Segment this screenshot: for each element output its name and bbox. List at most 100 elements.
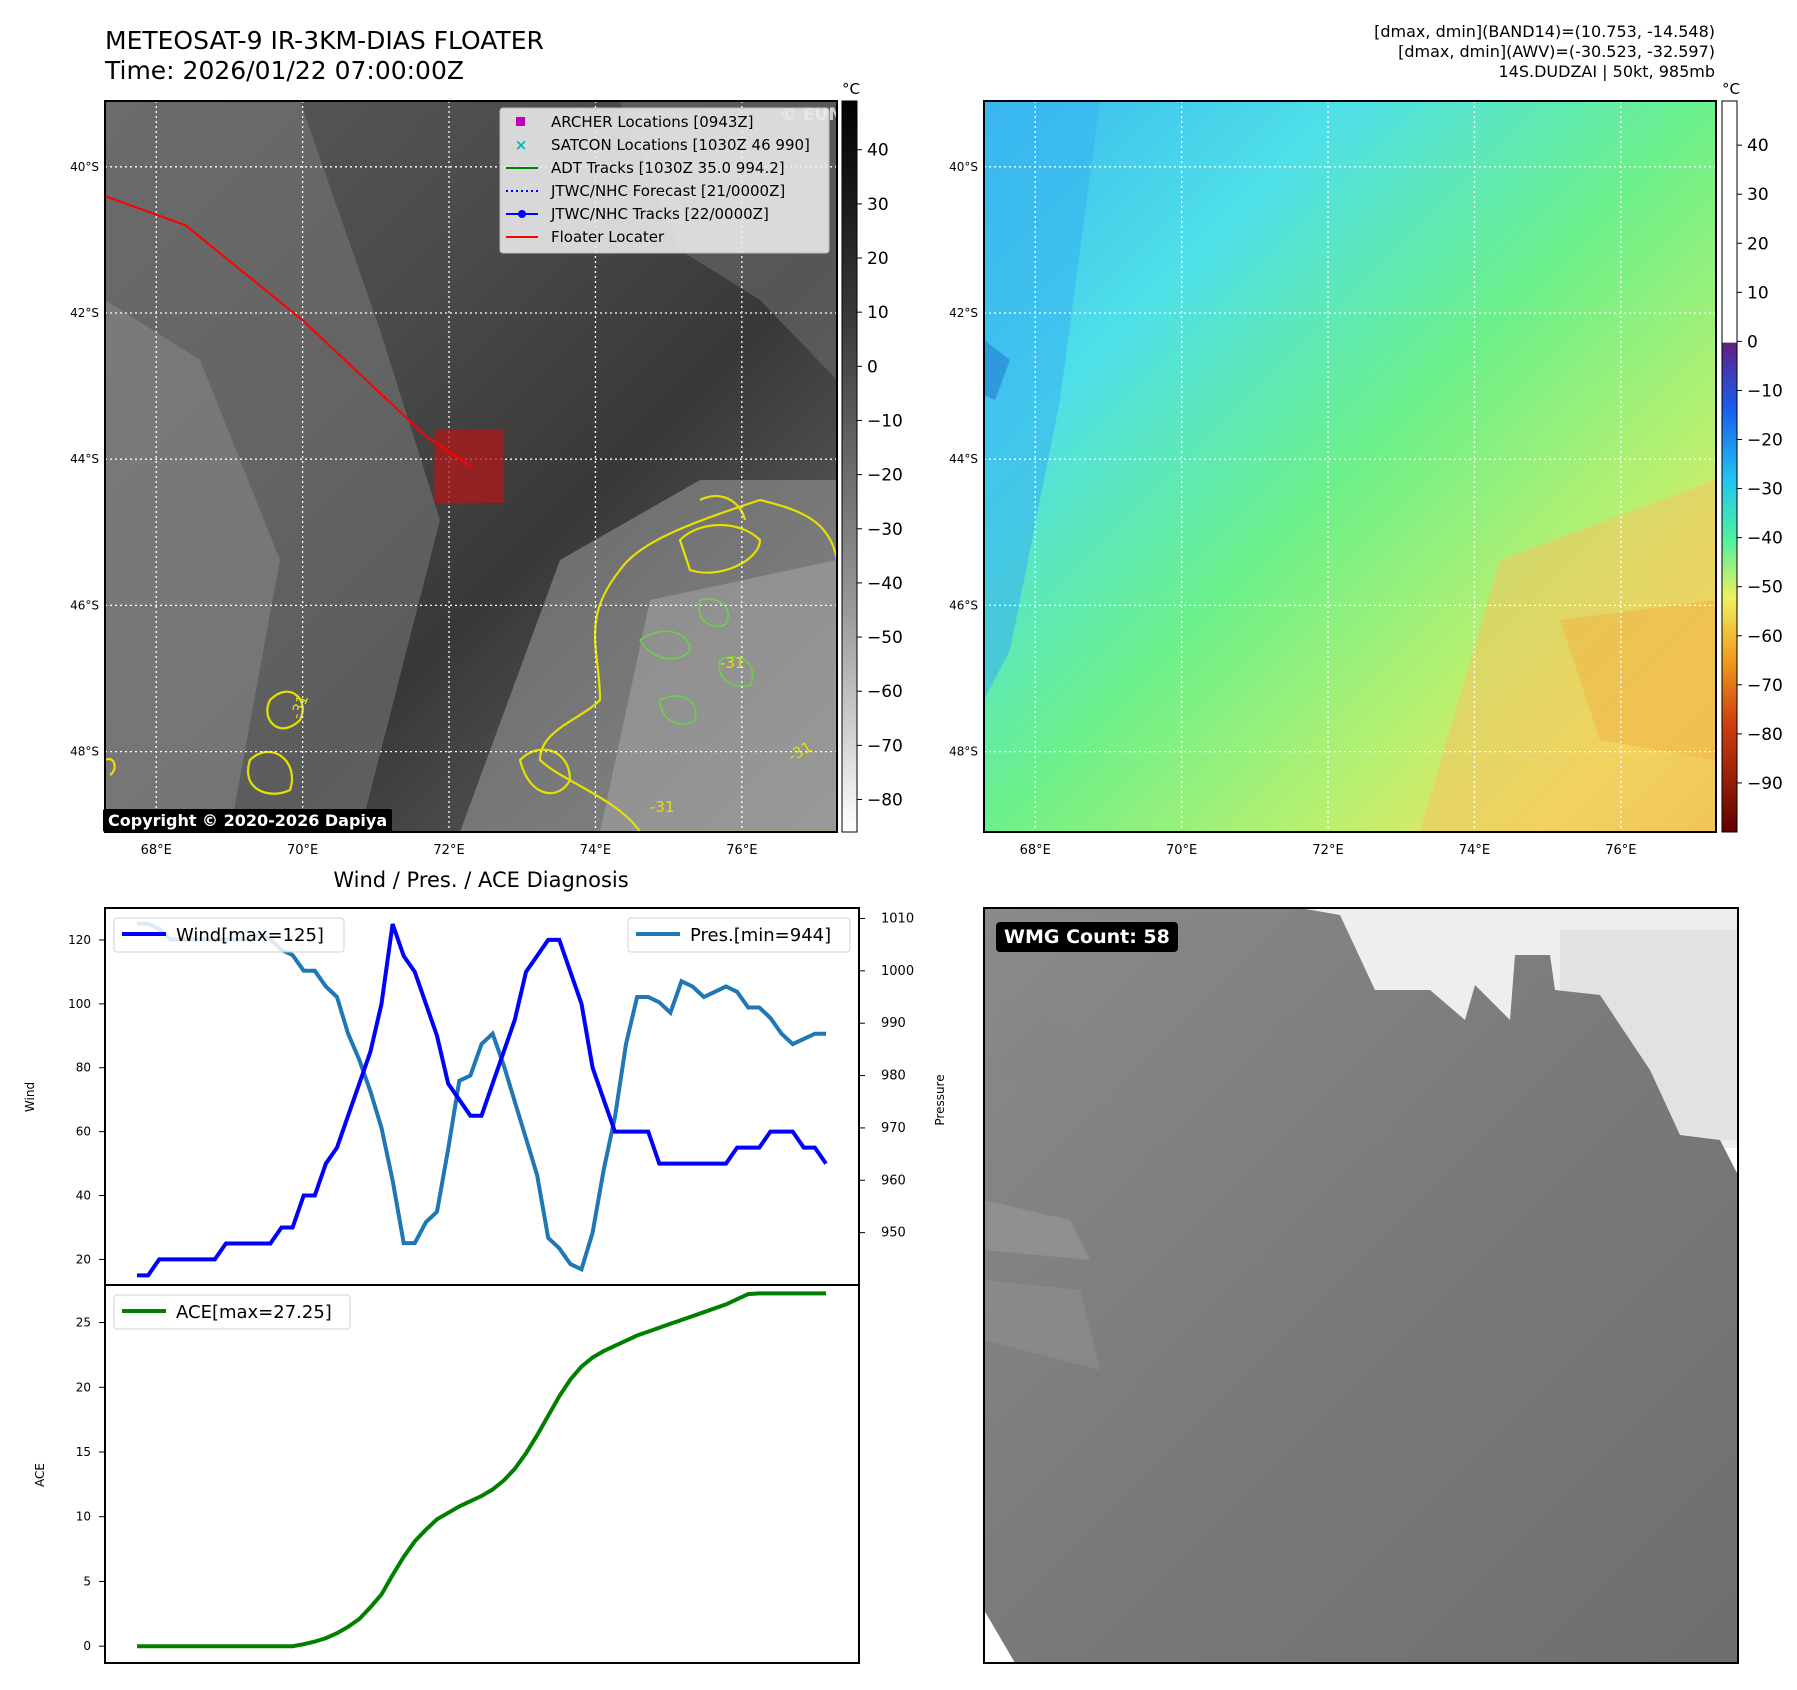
- ir-colorbar: [841, 100, 858, 833]
- pressure-legend-label: Pres.[min=944]: [690, 925, 831, 946]
- axis-tick-label: 10: [76, 1510, 91, 1524]
- stats-block: [dmax, dmin](BAND14)=(10.753, -14.548) [d…: [1374, 22, 1715, 82]
- awv-image: [984, 101, 1716, 832]
- pressure-axis-ticks: 950 960 970 980 990 1000 1010: [859, 911, 914, 1241]
- awv-axis-ticks: 68°E 70°E 72°E 74°E 76°E 40°S 42°S 44°S 46°S 48°S: [949, 160, 1636, 858]
- colorbar-tick-label: −90: [1747, 774, 1783, 794]
- contours-yellow: [105, 495, 837, 832]
- figure-title: METEOSAT-9 IR-3KM-DIAS FLOATER Time: 2026…: [105, 26, 544, 86]
- colorbar-tick-label: 10: [1747, 283, 1769, 303]
- colorbar-tick-label: 0: [867, 357, 878, 377]
- lon-tick-label: 72°E: [433, 843, 464, 858]
- lon-tick-label: 74°E: [580, 843, 611, 858]
- axis-tick-label: 100: [68, 997, 91, 1011]
- lon-tick-label: 72°E: [1312, 843, 1343, 858]
- lat-tick-label: 40°S: [70, 160, 99, 174]
- contour-label-2: -31: [720, 654, 745, 672]
- pressure-legend: Pres.[min=944]: [627, 917, 851, 953]
- ir-map-frame: [104, 100, 838, 833]
- legend-label: ADT Tracks [1030Z 35.0 994.2]: [551, 159, 785, 177]
- ace-axis-label: ACE: [33, 1463, 47, 1487]
- axis-tick-label: 990: [881, 1016, 906, 1031]
- colorbar-tick-label: −20: [1747, 431, 1783, 451]
- lat-tick-label: 46°S: [949, 598, 978, 612]
- lat-tick-label: 42°S: [949, 306, 978, 320]
- wmg-image: [984, 908, 1738, 1663]
- lat-tick-label: 44°S: [949, 452, 978, 466]
- colorbar-tick-label: −20: [867, 466, 903, 486]
- legend-label: JTWC/NHC Tracks [22/0000Z]: [550, 205, 769, 223]
- ir-colorbar-unit: °C: [842, 80, 860, 98]
- title-line1: METEOSAT-9 IR-3KM-DIAS FLOATER: [105, 26, 544, 55]
- floater-track: [105, 195, 472, 468]
- colorbar-tick-label: −60: [1747, 627, 1783, 647]
- wmg-frame: [983, 907, 1739, 1664]
- colorbar-tick-label: 10: [867, 303, 889, 323]
- colorbar-tick-label: −30: [1747, 480, 1783, 500]
- ir-colorbar-ticks: 40 30 20 10 0 −10 −20 −30 −40 −50 −60 −70 −80: [857, 141, 903, 811]
- ace-legend-label: ACE[max=27.25]: [176, 1302, 332, 1323]
- colorbar-tick-label: −70: [1747, 676, 1783, 696]
- axis-tick-label: 120: [68, 933, 91, 947]
- lon-tick-label: 70°E: [1166, 843, 1197, 858]
- colorbar-tick-label: 30: [1747, 185, 1769, 205]
- contours-green: [638, 598, 754, 725]
- axis-tick-label: 1000: [881, 964, 914, 979]
- wmg-count-badge: WMG Count: 58: [996, 922, 1178, 952]
- axis-tick-label: 970: [881, 1121, 906, 1136]
- legend-label: JTWC/NHC Forecast [21/0000Z]: [550, 182, 785, 200]
- colorbar-tick-label: −60: [867, 682, 903, 702]
- ir-axis-ticks: 68°E 70°E 72°E 74°E 76°E 40°S 42°S 44°S 46°S 48°S: [70, 160, 757, 858]
- lat-tick-label: 40°S: [949, 160, 978, 174]
- ir-image: -31 -31 -31 -31 © EUMETSAT 2026: [105, 101, 837, 832]
- contour-label-3: -31: [650, 798, 675, 816]
- lon-tick-label: 76°E: [1605, 843, 1636, 858]
- ir-gridlines: [105, 101, 837, 832]
- colorbar-tick-label: 40: [867, 141, 889, 161]
- colorbar-tick-label: −80: [1747, 725, 1783, 745]
- awv-colorbar-unit: °C: [1722, 80, 1740, 98]
- colorbar-tick-label: 30: [867, 195, 889, 215]
- lon-tick-label: 68°E: [141, 843, 172, 858]
- stats-line2: [dmax, dmin](AWV)=(-30.523, -32.597): [1398, 42, 1715, 61]
- lon-tick-label: 74°E: [1459, 843, 1490, 858]
- axis-tick-label: 0: [83, 1639, 91, 1653]
- axis-tick-label: 20: [76, 1380, 91, 1394]
- axis-tick-label: 25: [76, 1316, 91, 1330]
- lat-tick-label: 46°S: [70, 598, 99, 612]
- lon-tick-label: 68°E: [1020, 843, 1051, 858]
- awv-map-frame: [983, 100, 1717, 833]
- axis-tick-label: 40: [76, 1189, 91, 1203]
- floater-box: [434, 429, 504, 504]
- lon-tick-label: 76°E: [726, 843, 757, 858]
- axis-tick-label: 15: [76, 1445, 91, 1459]
- awv-colorbar: [1721, 100, 1738, 833]
- colorbar-tick-label: 20: [867, 249, 889, 269]
- axis-tick-label: 980: [881, 1069, 906, 1084]
- colorbar-tick-label: −10: [1747, 381, 1783, 401]
- lon-tick-label: 70°E: [287, 843, 318, 858]
- axis-tick-label: 80: [76, 1061, 91, 1075]
- legend-marker-square: [516, 117, 525, 126]
- legend-marker-dot: [518, 210, 526, 218]
- colorbar-tick-label: −70: [867, 736, 903, 756]
- axis-tick-label: 60: [76, 1125, 91, 1139]
- awv-colorbar-ticks: 40 30 20 10 0 −10 −20 −30 −40 −50 −60 −70 −80 −90: [1737, 136, 1783, 794]
- colorbar-tick-label: −40: [867, 574, 903, 594]
- ir-legend: ARCHER Locations [0943Z] × SATCON Location…: [499, 107, 830, 254]
- legend-marker-x: ×: [515, 136, 528, 154]
- axis-tick-label: 5: [83, 1574, 91, 1588]
- wind-axis-label: Wind: [23, 1082, 37, 1112]
- legend-label: ARCHER Locations [0943Z]: [551, 113, 754, 131]
- stats-line3: 14S.DUDZAI | 50kt, 985mb: [1498, 62, 1716, 81]
- wind-series-line: [137, 923, 828, 1278]
- wind-pres-frame: [104, 907, 860, 1286]
- legend-label: Floater Locater: [551, 228, 665, 246]
- pressure-axis-label: Pressure: [933, 1074, 947, 1125]
- lat-tick-label: 48°S: [949, 745, 978, 759]
- colorbar-tick-label: −30: [867, 520, 903, 540]
- wind-axis-ticks: 20 40 60 80 100 120: [68, 933, 105, 1266]
- colorbar-tick-label: 40: [1747, 136, 1769, 156]
- copyright-badge: Copyright © 2020-2026 Dapiya: [103, 809, 393, 832]
